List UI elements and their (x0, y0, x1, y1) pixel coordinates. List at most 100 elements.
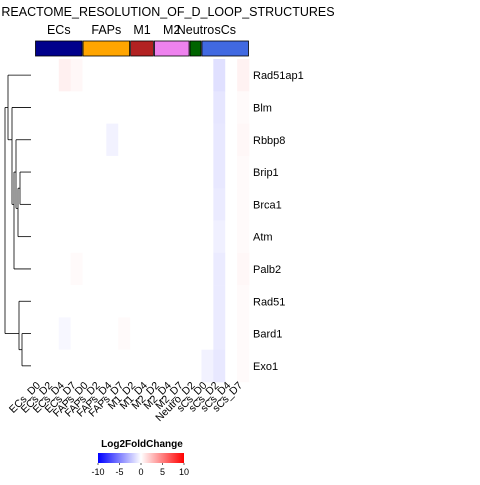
heatmap-cell (201, 285, 214, 318)
group-label-neutro: Neutro (177, 23, 215, 37)
column-labels: ECs_D0ECs_D2ECs_D4ECs_D7FAPs_D0FAPs_D2FA… (7, 380, 245, 425)
heatmap-cell (82, 91, 95, 124)
heatmap-cell (106, 220, 119, 254)
heatmap-cell (118, 252, 131, 286)
heatmap-cell (225, 220, 238, 254)
heatmap-cell (70, 123, 83, 157)
heatmap-cell (70, 252, 83, 286)
heatmap-cell (142, 91, 155, 124)
heatmap-cell (46, 252, 60, 286)
heatmap-cell (70, 155, 83, 189)
heatmap-cell (225, 155, 238, 189)
legend-tick-label: -10 (91, 467, 104, 477)
heatmap-cell (94, 220, 107, 254)
heatmap-cell (237, 59, 250, 92)
group-label-scs: sCs (214, 23, 236, 37)
heatmap-cell (177, 155, 190, 189)
row-label: Exo1 (253, 361, 278, 373)
group-label-m1: M1 (133, 23, 150, 37)
heatmap-cell (201, 349, 214, 383)
heatmap-cell (177, 252, 190, 286)
heatmap-cell (237, 349, 250, 383)
heatmap-cell (225, 285, 238, 318)
heatmap-cell (142, 59, 155, 92)
group-bar-ecs (35, 40, 83, 57)
heatmap-cell (82, 188, 95, 221)
heatmap-cell (130, 252, 143, 286)
heatmap-cell (213, 123, 226, 157)
heatmap-cell (165, 349, 178, 383)
heatmap-cell (106, 91, 119, 124)
heatmap-cell (35, 317, 48, 350)
heatmap-cell (106, 123, 119, 157)
heatmap-cell (237, 252, 250, 286)
heatmap-cell (94, 349, 107, 383)
heatmap-cell (118, 188, 131, 221)
heatmap-cell (165, 123, 178, 157)
heatmap-cell (94, 91, 107, 124)
heatmap-cell (70, 317, 83, 350)
heatmap-cell (225, 317, 238, 350)
heatmap-cell (153, 317, 167, 350)
heatmap-cell (35, 59, 48, 92)
row-label: Brca1 (253, 199, 282, 211)
heatmap-cell (58, 220, 71, 254)
heatmap-cell (213, 155, 226, 189)
heatmap-cell (35, 155, 48, 189)
heatmap-cell (189, 220, 202, 254)
heatmap-cell (177, 188, 190, 221)
group-bar-neutro (189, 40, 202, 57)
heatmap-cell (70, 220, 83, 254)
heatmap-cell (189, 123, 202, 157)
row-label: Atm (253, 232, 273, 244)
heatmap-cell (46, 155, 60, 189)
heatmap-cell (225, 59, 238, 92)
group-bar-m1 (130, 40, 154, 57)
heatmap-cell (94, 252, 107, 286)
heatmap-cell (94, 317, 107, 350)
heatmap-cell (165, 155, 178, 189)
heatmap-cell (153, 59, 167, 92)
legend-tick-label: 10 (179, 467, 189, 477)
color-legend: Log2FoldChange -10 -5 0 5 10 (91, 439, 189, 477)
heatmap-cell (82, 220, 95, 254)
heatmap-cell (118, 317, 131, 350)
row-label: Rad51 (253, 296, 285, 308)
heatmap-cell (58, 317, 71, 350)
heatmap-cell (35, 123, 48, 157)
heatmap-cell (165, 285, 178, 318)
heatmap-cell (130, 188, 143, 221)
heatmap-cell (225, 123, 238, 157)
heatmap-cell (142, 220, 155, 254)
heatmap-cell (142, 188, 155, 221)
heatmap-cell (58, 252, 71, 286)
heatmap-cell (189, 155, 202, 189)
chart-title: REACTOME_RESOLUTION_OF_D_LOOP_STRUCTURES (1, 5, 334, 19)
row-dendrogram (4, 74, 31, 367)
heatmap-cell (213, 317, 226, 350)
heatmap-cell (58, 155, 71, 189)
heatmap-cell (35, 188, 48, 221)
heatmap-cell (35, 220, 48, 254)
heatmap-cell (46, 349, 60, 383)
group-bar-scs (201, 40, 249, 57)
heatmap-cell (201, 123, 214, 157)
group-bar-m2 (153, 40, 190, 57)
heatmap-cell (201, 252, 214, 286)
row-label: Rad51ap1 (253, 70, 304, 82)
heatmap-cell (82, 317, 95, 350)
heatmap-cell (165, 220, 178, 254)
heatmap-cell (201, 317, 214, 350)
row-labels: Rad51ap1 Blm Rbbp8 Brip1 Brca1 Atm Palb2 Rad51 B… (253, 70, 304, 373)
heatmap-cell (201, 91, 214, 124)
heatmap-cell (177, 123, 190, 157)
heatmap-cell (70, 285, 83, 318)
heatmap-cell (213, 59, 226, 92)
heatmap-cell (94, 123, 107, 157)
legend-tick-label: -5 (115, 467, 123, 477)
heatmap-cell (106, 252, 119, 286)
heatmap-cell (82, 285, 95, 318)
heatmap-cell (201, 155, 214, 189)
